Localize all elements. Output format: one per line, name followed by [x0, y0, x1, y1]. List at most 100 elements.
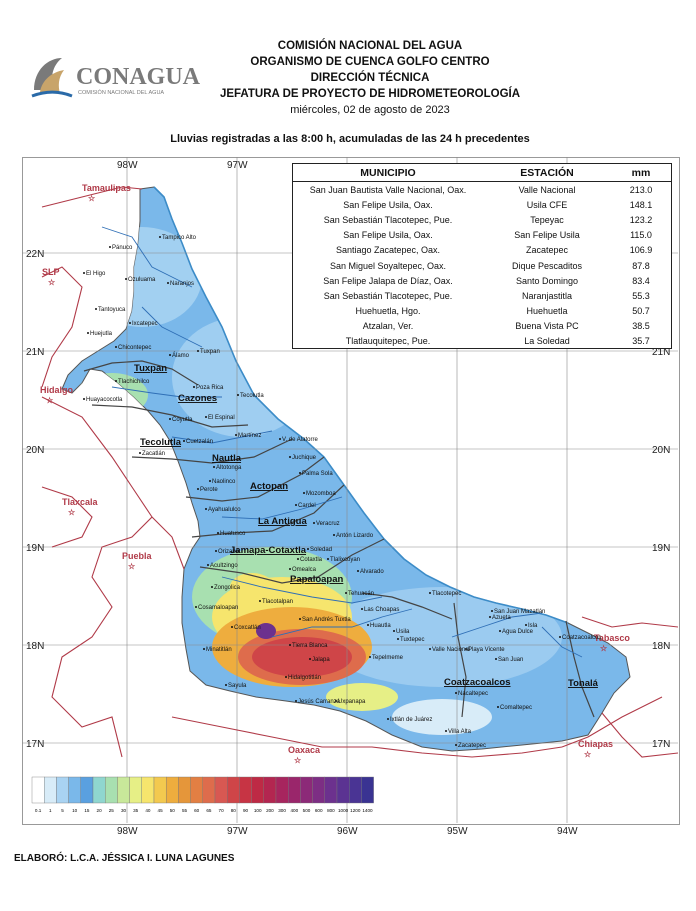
place-label: Poza Rica [196, 385, 224, 391]
legend-value: 20 [97, 808, 103, 813]
place-marker [211, 586, 213, 588]
place-label: Huejutla [90, 331, 113, 337]
place-label: Alvarado [360, 569, 384, 575]
legend-value: 1 [49, 808, 52, 813]
place-marker [525, 624, 527, 626]
header-line-4: JEFATURA DE PROYECTO DE HIDROMETEOROLOGÍ… [219, 88, 521, 100]
place-label: Mozomboa [306, 491, 336, 497]
capital-star-icon: ☆ [68, 508, 76, 517]
place-label: Huautla [370, 623, 391, 629]
basin-label: Tecolutla [140, 437, 182, 448]
cell-mm: 148.1 [629, 199, 653, 210]
cell-estacion: Buena Vista PC [515, 321, 579, 332]
place-label: Martínez [238, 433, 261, 439]
legend-value: 1000 [338, 808, 349, 813]
legend-value: 100 [254, 808, 262, 813]
legend-value: 5 [61, 808, 64, 813]
legend-swatch [288, 776, 301, 804]
state-label: Chiapas [578, 739, 613, 749]
legend-swatch [336, 776, 350, 804]
place-marker [197, 488, 199, 490]
cell-estacion: La Soledad [524, 336, 570, 347]
basin-label: Jamapa-Cotaxtla [230, 545, 307, 556]
legend-value: 40 [145, 808, 151, 813]
place-marker [465, 648, 467, 650]
place-marker [307, 548, 309, 550]
cell-municipio: Santiago Zacatepec, Oax. [335, 245, 441, 256]
place-label: Álamo [172, 352, 190, 359]
place-label: San Andrés Tuxtla [302, 617, 351, 623]
place-label: Tuxpan [200, 349, 220, 355]
capital-star-icon: ☆ [88, 194, 96, 203]
place-marker [83, 398, 85, 400]
state-label: Tabasco [594, 633, 630, 643]
cell-mm: 38.5 [632, 321, 650, 332]
cell-estacion: Dique Pescaditos [511, 260, 583, 271]
legend-value: 15 [84, 808, 90, 813]
legend-value: 200 [266, 808, 274, 813]
place-marker [289, 568, 291, 570]
place-label: Soledad [310, 547, 332, 553]
legend-swatch [80, 776, 94, 804]
place-label: Ozuluama [128, 277, 156, 283]
table-row: San Felipe Jalapa de Díaz, Oax. Santo Dom… [293, 273, 671, 288]
place-label: Perote [200, 487, 218, 493]
legend-swatch [129, 776, 142, 804]
place-marker [139, 452, 141, 454]
table-row: San Juan Bautista Valle Nacional, Oax. Va… [293, 182, 671, 197]
place-marker [183, 440, 185, 442]
place-label: Minatitlán [206, 647, 232, 653]
place-marker [235, 434, 237, 436]
place-marker [259, 600, 261, 602]
legend-swatch [68, 776, 81, 804]
stations-table: MUNICIPIO ESTACIÓN mm San Juan Bautista … [292, 163, 672, 349]
place-marker [209, 480, 211, 482]
legend-value: 600 [315, 808, 323, 813]
place-label: Ixtlán de Juárez [390, 717, 432, 723]
place-label: Zacatepec [458, 743, 486, 749]
place-marker [215, 550, 217, 552]
header-estacion: ESTACIÓN [520, 166, 574, 179]
state-label: Puebla [122, 551, 153, 561]
table-row: San Miguel Soyaltepec, Oax. Dique Pescadi… [293, 258, 671, 273]
lat-20-right: 20N [652, 445, 671, 456]
legend-value: 55 [182, 808, 188, 813]
state-label: Tamaulipas [82, 183, 131, 193]
place-marker [115, 380, 117, 382]
legend-swatch [300, 776, 313, 804]
place-marker [333, 534, 335, 536]
state-label: Tlaxcala [62, 497, 99, 507]
legend-value: 0.1 [35, 808, 42, 813]
cell-municipio: Huehuetla, Hgo. [355, 306, 421, 317]
logo-name: CONAGUA [76, 64, 201, 90]
lat-21-right: 21N [652, 347, 671, 358]
place-label: Cotaxtla [300, 557, 323, 563]
place-marker [397, 638, 399, 640]
place-label: Tepelmeme [372, 655, 404, 661]
cell-estacion: Zacatepec [525, 245, 569, 256]
table-row: San Felipe Usila, Oax. San Felipe Usila 11… [293, 228, 671, 243]
cell-municipio: San Felipe Usila, Oax. [343, 199, 433, 210]
place-label: Zacatlán [142, 451, 165, 457]
place-marker [197, 350, 199, 352]
place-label: Tlacotalpan [262, 599, 293, 605]
place-marker [125, 278, 127, 280]
legend-value: 50 [170, 808, 176, 813]
basin-label: Tonalá [568, 678, 599, 689]
table-row: San Sebastián Tlacotepec, Pue. Naranjasti… [293, 288, 671, 303]
cell-municipio: San Felipe Usila, Oax. [343, 230, 433, 241]
place-marker [367, 624, 369, 626]
basin-label: Nautla [212, 453, 242, 464]
lat-20-left: 20N [26, 445, 45, 456]
place-marker [193, 386, 195, 388]
place-label: Coxcatlán [234, 625, 261, 631]
place-marker [299, 618, 301, 620]
place-label: San Juan Mazatlán [494, 609, 545, 615]
place-label: Sayula [228, 683, 247, 689]
legend-value: 90 [243, 808, 249, 813]
place-marker [213, 466, 215, 468]
place-marker [455, 744, 457, 746]
place-label: Naranjos [170, 281, 194, 287]
place-marker [205, 416, 207, 418]
place-marker [491, 610, 493, 612]
